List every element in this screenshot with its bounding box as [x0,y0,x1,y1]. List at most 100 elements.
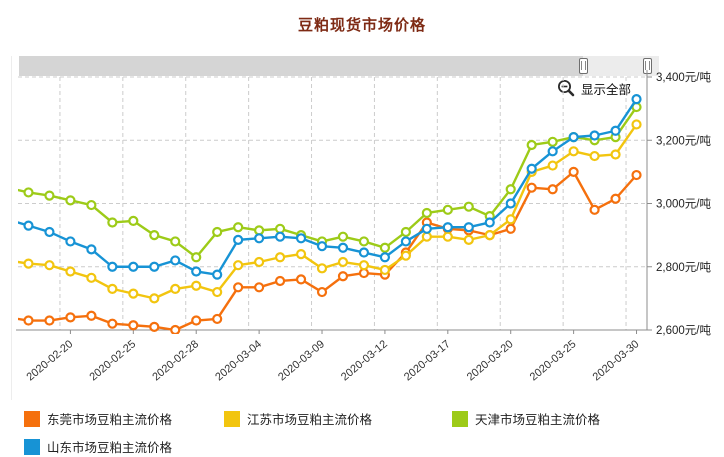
data-point [400,236,411,247]
data-point [254,282,265,293]
data-point [254,256,265,268]
page-title: 豆粕现货市场价格 [297,17,426,34]
show-all-label[interactable]: 显示全部 [581,83,632,97]
data-point [149,321,160,332]
legend-item-jiangsu[interactable]: 江苏市场豆粕主流价格 [224,409,372,428]
data-point [128,288,139,299]
series-line-2 [18,105,638,259]
data-point [421,231,432,242]
data-point [128,320,139,331]
data-point [505,184,516,195]
legend-item-dongguan[interactable]: 东莞市场豆粕主流价格 [24,409,172,428]
data-point [526,139,537,151]
line-chart-plot: 3,400元/吨 3,200元/吨 3,000元/吨 2,800元/吨 2,600元/吨… [16,70,711,383]
data-point [65,195,76,206]
data-point [295,249,307,260]
data-point [358,247,370,258]
data-point [44,190,55,201]
legend-swatch [452,410,468,427]
data-point [44,260,55,271]
data-point [505,223,516,234]
data-point [254,233,265,244]
data-point [274,223,286,234]
data-point [212,313,223,325]
legend-swatch [224,410,240,427]
data-point [65,266,76,277]
data-point [107,261,118,272]
data-point [421,223,432,234]
range-scrollbar[interactable] [19,56,659,76]
legend-item-shandong[interactable]: 山东市场豆粕主流价格 [24,437,172,456]
panel-left-border [11,56,12,400]
data-point [589,150,600,162]
data-point [442,204,453,215]
data-point [233,234,244,245]
data-point [568,131,579,143]
data-point [358,260,370,271]
data-point [65,236,76,247]
data-point [149,230,160,241]
data-point [86,244,97,255]
legend-swatch [24,438,40,455]
data-point [170,283,181,294]
data-point [191,280,202,291]
x-tick-label: 2020-03-09 [276,338,327,383]
data-point [86,199,97,211]
data-point [610,125,621,136]
legend-label: 江苏市场豆粕主流价格 [247,413,373,427]
data-point [610,193,621,204]
grip-icon [645,61,650,70]
scrollbar-left-handle[interactable] [579,58,588,74]
data-point [442,231,453,242]
data-point [233,260,244,271]
x-tick-label: 2020-03-04 [213,338,264,383]
x-tick-label: 2020-02-20 [25,338,76,383]
data-point [23,220,34,231]
zoom-out-icon[interactable] [557,79,576,98]
legend-item-tianjin[interactable]: 天津市场豆粕主流价格 [452,409,600,428]
data-point [484,217,495,228]
data-point [526,163,537,174]
data-point [170,236,181,247]
data-point [358,236,370,247]
data-point [23,315,34,326]
data-point [254,225,265,236]
data-point [442,222,453,233]
data-point [337,271,349,282]
data-point [86,272,97,283]
show-all-button[interactable]: 显示全部 [557,79,631,98]
data-point [463,234,474,245]
data-point [107,318,118,329]
data-point [337,256,349,268]
data-point [274,275,286,287]
data-point [589,204,600,215]
data-point [316,241,328,252]
data-point [191,266,202,277]
data-point [463,201,474,212]
legend-label: 山东市场豆粕主流价格 [47,441,173,455]
x-tick-label: 2020-03-12 [339,338,390,383]
data-point [274,231,286,242]
legend-label: 东莞市场豆粕主流价格 [47,413,173,427]
data-point [631,169,642,181]
data-point [589,130,600,141]
data-point [149,261,160,272]
data-point [212,226,223,238]
scrollbar-unselected-region[interactable] [19,56,583,76]
x-tick-label: 2020-02-28 [150,338,201,383]
data-point [547,184,558,195]
data-point [212,269,223,280]
data-point [23,187,34,198]
data-point [568,146,579,157]
x-tick-label: 2020-02-25 [87,338,138,383]
data-point [526,182,537,193]
x-tick-label: 2020-03-25 [528,338,579,383]
data-point [316,263,328,274]
data-point [505,214,516,225]
y-tick-label: 3,000元/吨 [656,198,711,211]
data-point [65,312,76,323]
data-point [463,222,474,233]
data-point [233,282,244,293]
data-point [484,230,495,241]
data-point [44,315,55,326]
